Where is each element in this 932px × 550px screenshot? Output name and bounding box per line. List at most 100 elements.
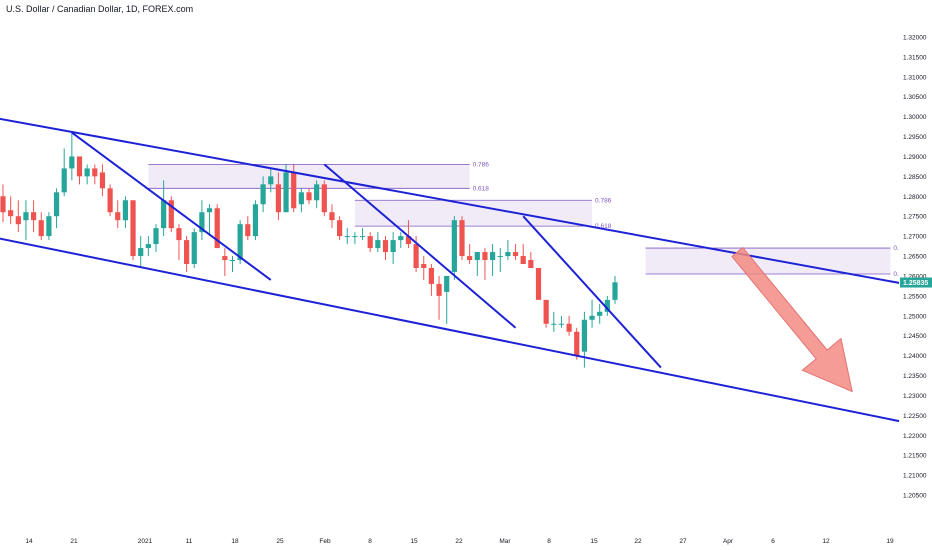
candle-body	[398, 236, 404, 241]
drawdown-line-2	[323, 163, 517, 329]
candle-body	[512, 252, 519, 257]
candle-body	[444, 275, 450, 292]
candle-body	[99, 172, 106, 189]
price-tick-label: 1.21500	[903, 453, 927, 460]
candle-body	[344, 236, 350, 238]
price-tick-label: 1.28500	[903, 174, 927, 181]
projection-arrow-layer[interactable]	[731, 246, 853, 393]
candle-body	[382, 240, 389, 253]
candle-body	[597, 311, 603, 316]
time-tick-label: 19	[886, 538, 894, 545]
candle-body	[474, 252, 480, 261]
fib-label-0786: 0.786	[595, 197, 612, 204]
time-tick-label: 15	[590, 538, 598, 545]
price-tick-label: 1.21000	[903, 473, 927, 480]
price-tick-label: 1.24500	[903, 333, 927, 340]
price-tick-label: 1.23000	[903, 393, 927, 400]
candle-body	[436, 283, 442, 296]
candle-body	[612, 282, 618, 300]
drawdown-line-1	[71, 131, 272, 281]
candle-body	[604, 299, 610, 312]
candle-body	[268, 176, 274, 185]
candle-body	[206, 208, 213, 213]
candle-body	[153, 228, 159, 245]
price-tick-label: 1.25000	[903, 313, 927, 320]
time-tick-label: Feb	[319, 538, 331, 545]
candle-body	[359, 236, 366, 238]
drawdown-line-3	[522, 215, 662, 369]
candle-body	[176, 228, 182, 241]
candle-body	[92, 168, 98, 177]
candle-body	[222, 256, 228, 261]
candle-body	[15, 216, 21, 225]
candle-body	[482, 252, 488, 261]
price-axis-ticks: 1.20500 1.21000 1.21500 1.22000 1.22500 1.230…	[903, 34, 927, 499]
fib-label-0786: 0.786	[473, 161, 490, 168]
price-tick-label: 1.31000	[903, 74, 927, 81]
candle-body	[46, 216, 52, 237]
price-tick-label: 1.25500	[903, 293, 927, 300]
candle-body	[451, 220, 457, 272]
candle-body	[69, 156, 75, 169]
candle-body	[168, 200, 174, 229]
time-tick-label: 6	[771, 538, 775, 545]
candle-body	[413, 244, 419, 268]
candle-body	[306, 192, 312, 201]
candle-body	[275, 184, 281, 213]
candle-body	[291, 172, 297, 209]
trendlines-layer[interactable]	[0, 117, 932, 434]
candle-body	[467, 256, 473, 261]
fib-label-0618: 0.618	[595, 223, 612, 230]
price-tick-label: 1.27500	[903, 214, 927, 221]
time-tick-label: 8	[368, 538, 372, 545]
last-price-marker: 1.25835	[900, 277, 932, 288]
candle-body	[8, 210, 14, 217]
last-price-label: 1.25835	[903, 280, 928, 287]
time-axis[interactable]: 14 21 2021 11 18 25 Feb 8 15 22 Mar 8 15 22 27 Apr 6 12 19	[25, 538, 894, 545]
price-tick-label: 1.22000	[903, 433, 927, 440]
candle-body	[535, 267, 542, 300]
price-tick-label: 1.22500	[903, 413, 927, 420]
candle-body	[199, 212, 205, 233]
candle-body	[84, 168, 90, 177]
price-axis[interactable]	[899, 0, 932, 550]
price-tick-label: 1.32000	[903, 34, 927, 41]
time-tick-label: 15	[410, 538, 418, 545]
time-tick-label: 8	[547, 538, 551, 545]
candle-body	[574, 331, 580, 356]
candle-body	[237, 224, 243, 261]
candle-body	[283, 172, 289, 213]
price-tick-label: 1.23500	[903, 373, 927, 380]
time-tick-label: 18	[231, 538, 239, 545]
candle-body	[314, 184, 320, 201]
candle-body	[107, 188, 113, 213]
candle-body	[138, 248, 144, 257]
time-tick-label: Apr	[723, 538, 734, 545]
candle-body	[528, 260, 534, 268]
candle-body	[229, 260, 236, 262]
candle-body	[115, 212, 121, 221]
candle-body	[0, 196, 6, 213]
candle-body	[23, 212, 29, 221]
candle-body	[214, 208, 220, 249]
candle-body	[38, 220, 44, 237]
candle-body	[76, 156, 83, 177]
candle-body	[184, 240, 190, 265]
candle-body	[260, 184, 266, 205]
candle-body	[551, 323, 557, 325]
candle-body	[245, 224, 251, 237]
candle-body	[566, 323, 572, 332]
time-tick-label: 27	[679, 538, 687, 545]
price-tick-label: 1.30500	[903, 94, 927, 101]
candle-body	[53, 192, 60, 217]
candle-body	[337, 220, 343, 237]
time-tick-label: Mar	[499, 538, 511, 545]
time-tick-label: 21	[70, 538, 78, 545]
time-tick-label: 25	[276, 538, 284, 545]
price-tick-label: 1.29000	[903, 154, 927, 161]
candle-body	[589, 315, 595, 320]
channel-lower-line	[0, 237, 932, 429]
candle-body	[352, 236, 358, 238]
